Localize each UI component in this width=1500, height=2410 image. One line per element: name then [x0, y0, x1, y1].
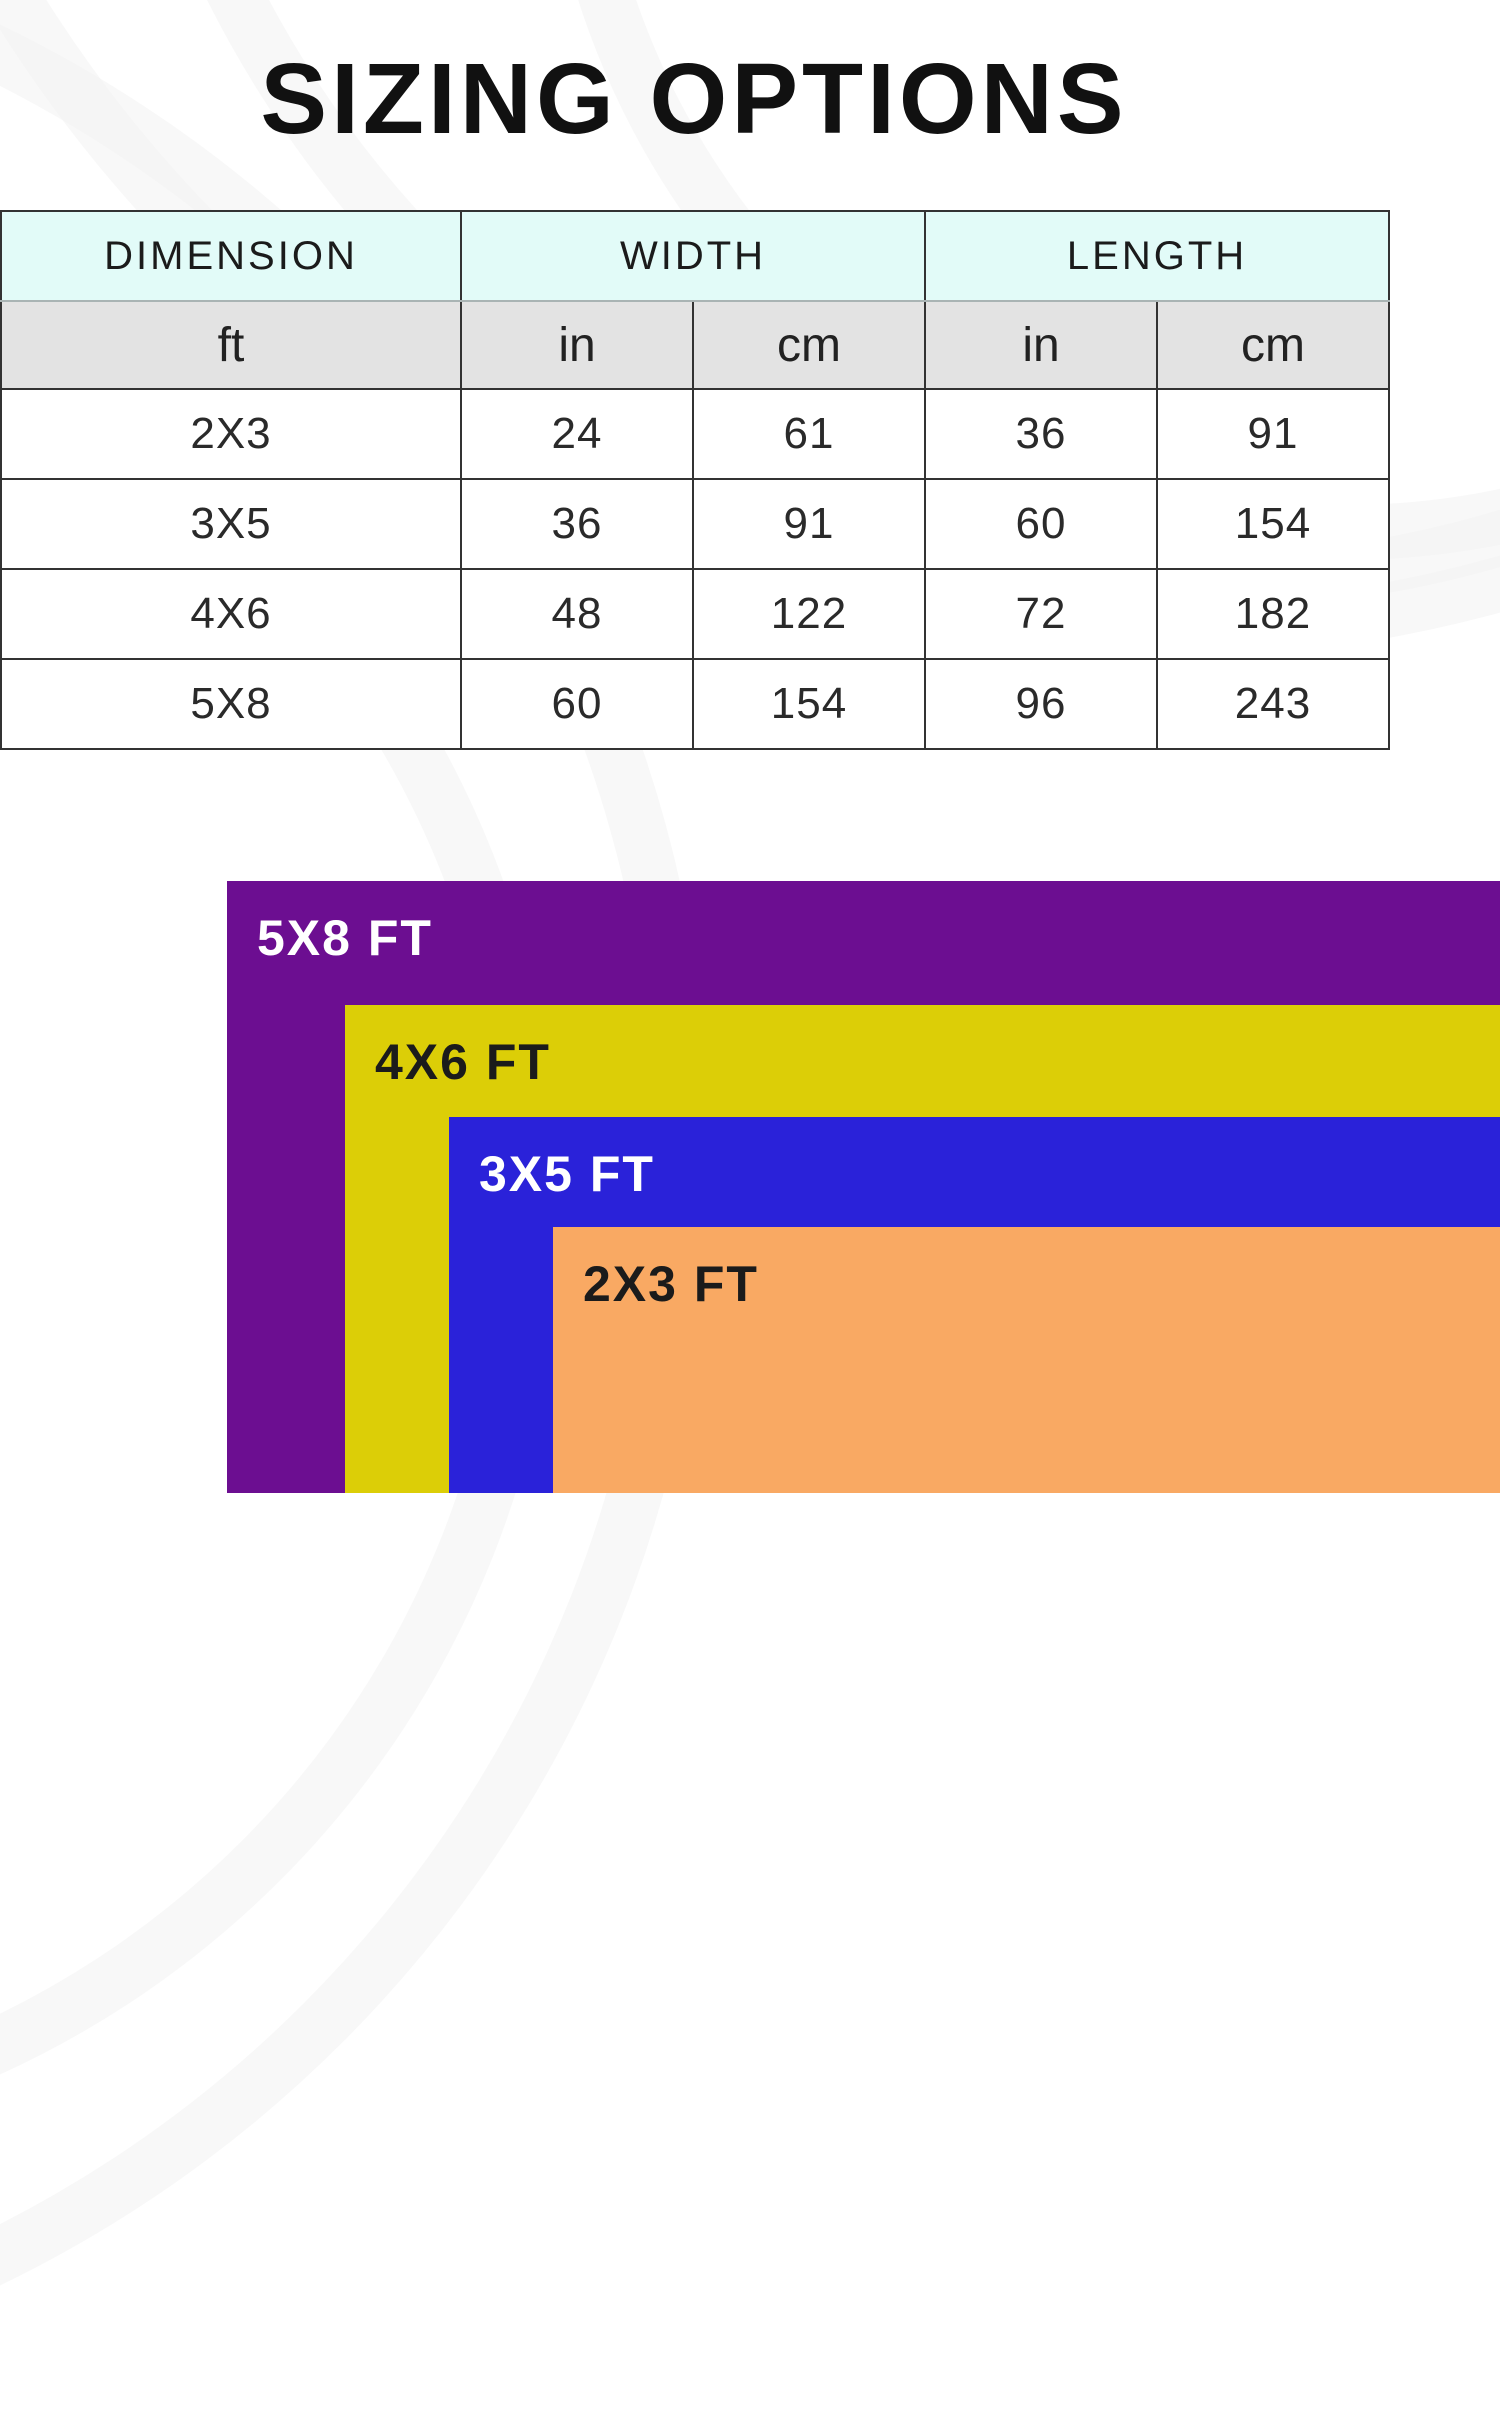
cell-width-cm: 91: [691, 478, 927, 570]
cell-width-cm: 154: [691, 658, 927, 750]
unit-cell-ft: ft: [0, 300, 462, 390]
cell-width-in: 48: [460, 568, 694, 660]
size-rect-2x3: 2X3 FT: [553, 1227, 1500, 1493]
size-rect-3x5: 3X5 FT 2X3 FT: [449, 1117, 1500, 1493]
unit-cell-length-cm: cm: [1156, 300, 1391, 390]
unit-cell-length-in: in: [924, 300, 1159, 390]
size-label-3x5: 3X5 FT: [479, 1146, 655, 1202]
table-unit-row: ft in cm in cm: [0, 300, 1391, 390]
cell-dimension: 3X5: [0, 478, 462, 570]
size-comparison-diagram: 5X8 FT 4X6 FT 3X5 FT 2X3 FT: [227, 881, 1500, 1493]
unit-cell-width-cm: cm: [691, 300, 927, 390]
cell-width-in: 60: [460, 658, 694, 750]
table-row: 2X3 24 61 36 91: [0, 388, 1391, 480]
cell-length-in: 96: [924, 658, 1159, 750]
cell-dimension: 5X8: [0, 658, 462, 750]
size-label-2x3: 2X3 FT: [583, 1256, 759, 1312]
cell-length-in: 36: [924, 388, 1159, 480]
cell-length-in: 72: [924, 568, 1159, 660]
cell-width-in: 24: [460, 388, 694, 480]
size-rect-4x6: 4X6 FT 3X5 FT 2X3 FT: [345, 1005, 1500, 1493]
col-header-width: WIDTH: [459, 210, 927, 302]
table-group-header-row: DIMENSION WIDTH LENGTH: [0, 210, 1391, 302]
cell-length-cm: 91: [1156, 388, 1391, 480]
size-rect-5x8: 5X8 FT 4X6 FT 3X5 FT 2X3 FT: [227, 881, 1500, 1493]
cell-dimension: 4X6: [0, 568, 462, 660]
cell-length-cm: 182: [1156, 568, 1391, 660]
sizing-table: DIMENSION WIDTH LENGTH ft in cm in cm 2X…: [0, 210, 1391, 750]
cell-width-cm: 61: [691, 388, 927, 480]
unit-cell-width-in: in: [460, 300, 694, 390]
size-label-4x6: 4X6 FT: [375, 1034, 551, 1090]
cell-width-cm: 122: [691, 568, 927, 660]
cell-length-cm: 154: [1156, 478, 1391, 570]
cell-dimension: 2X3: [0, 388, 462, 480]
table-row: 3X5 36 91 60 154: [0, 478, 1391, 570]
col-header-length: LENGTH: [924, 210, 1391, 302]
size-label-5x8: 5X8 FT: [257, 910, 433, 966]
table-row: 4X6 48 122 72 182: [0, 568, 1391, 660]
page-title: SIZING OPTIONS: [260, 43, 1128, 155]
cell-width-in: 36: [460, 478, 694, 570]
cell-length-cm: 243: [1156, 658, 1391, 750]
col-header-dimension: DIMENSION: [0, 210, 462, 302]
cell-length-in: 60: [924, 478, 1159, 570]
table-row: 5X8 60 154 96 243: [0, 658, 1391, 750]
